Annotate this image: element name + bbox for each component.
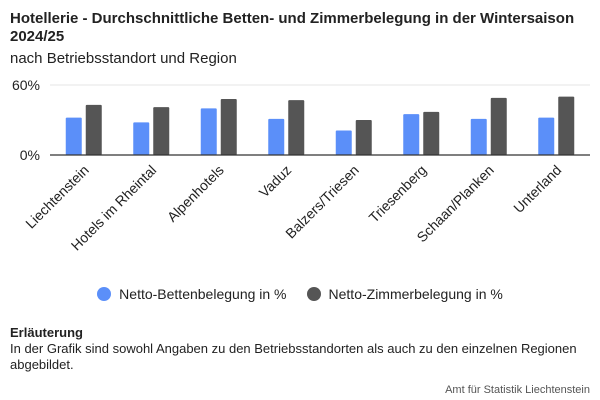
legend-item-beds[interactable]: Netto-Bettenbelegung in % — [97, 286, 287, 302]
x-tick-label: Alpenhotels — [164, 162, 227, 225]
x-tick-label: Vaduz — [256, 162, 295, 201]
chart-subtitle: nach Betriebsstandort und Region — [10, 50, 237, 67]
y-tick-label: 0% — [20, 147, 40, 163]
bar-zimmerbelegung — [558, 96, 575, 155]
x-tick-label: Unterland — [510, 162, 564, 216]
legend-swatch-beds — [97, 287, 112, 301]
bar-zimmerbelegung — [220, 99, 237, 155]
legend-label-beds: Netto-Bettenbelegung in % — [119, 286, 287, 302]
chart-title: Hotellerie - Durchschnittliche Betten- u… — [10, 10, 575, 45]
bar-zimmerbelegung — [355, 120, 372, 155]
legend-swatch-rooms — [306, 287, 321, 301]
bar-bettenbelegung — [133, 122, 150, 155]
bar-zimmerbelegung — [85, 104, 102, 155]
x-tick-label: Triesenberg — [366, 162, 430, 226]
bar-bettenbelegung — [403, 114, 420, 155]
bar-bettenbelegung — [538, 117, 555, 155]
note-heading: Erläuterung — [10, 325, 83, 340]
legend-label-rooms: Netto-Zimmerbelegung in % — [328, 286, 503, 302]
bar-zimmerbelegung — [423, 111, 440, 155]
bar-bettenbelegung — [470, 118, 487, 155]
note-text: In der Grafik sind sowohl Angaben zu den… — [10, 341, 577, 372]
bar-bettenbelegung — [268, 118, 285, 155]
y-tick-label: 60% — [12, 77, 40, 93]
source-credit: Amt für Statistik Liechtenstein — [445, 384, 590, 396]
x-tick-label: Balzers/Triesen — [282, 162, 362, 242]
x-tick-label: Liechtenstein — [22, 162, 92, 232]
bar-bettenbelegung — [200, 108, 217, 155]
chart-legend: Netto-Bettenbelegung in % Netto-Zimmerbe… — [0, 286, 600, 302]
bar-zimmerbelegung — [153, 107, 170, 155]
bar-zimmerbelegung — [288, 100, 305, 155]
legend-item-rooms[interactable]: Netto-Zimmerbelegung in % — [306, 286, 503, 302]
bar-zimmerbelegung — [490, 97, 507, 155]
bar-bettenbelegung — [65, 117, 82, 155]
bar-bettenbelegung — [335, 130, 352, 155]
